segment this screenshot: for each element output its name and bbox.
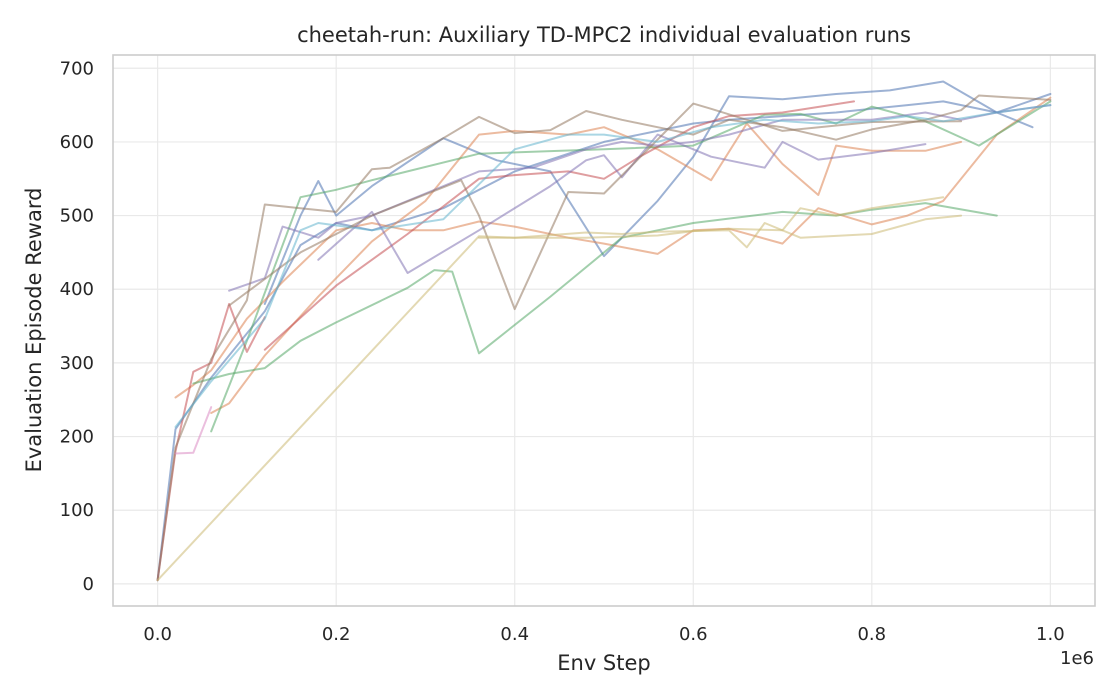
series-line-5	[192, 202, 998, 385]
x-axis-offset-label: 1e6	[1060, 648, 1094, 669]
series-line-6	[210, 100, 1052, 433]
gridlines	[113, 55, 1095, 606]
y-tick-label: 500	[60, 206, 94, 227]
series-line-12	[228, 102, 963, 311]
y-axis-ticks: 0 100 200 300 400 500 600 700	[60, 58, 94, 595]
series-line-9	[228, 104, 1052, 292]
y-tick-label: 200	[60, 427, 94, 448]
y-tick-label: 100	[60, 500, 94, 521]
series-line-16	[174, 104, 1052, 428]
chart-title: cheetah-run: Auxiliary TD-MPC2 individua…	[297, 23, 911, 47]
y-tick-label: 300	[60, 353, 94, 374]
series-line-1	[156, 93, 1052, 582]
plot-frame	[112, 54, 1096, 607]
y-tick-label: 400	[60, 279, 94, 300]
x-axis-ticks: 0.0 0.2 0.4 0.6 0.8 1.0	[143, 624, 1064, 645]
y-tick-label: 0	[83, 574, 94, 595]
series-line-4	[210, 122, 963, 414]
x-tick-label: 0.0	[143, 624, 172, 645]
series-line-2	[263, 80, 1034, 305]
series-line-10	[317, 133, 927, 274]
series-line-8	[263, 100, 855, 351]
x-tick-label: 1.0	[1036, 624, 1065, 645]
y-tick-label: 700	[60, 58, 94, 79]
series-lines	[156, 80, 1052, 582]
y-axis-label: Evaluation Episode Reward	[22, 188, 46, 473]
x-tick-label: 0.8	[857, 624, 886, 645]
x-axis-label: Env Step	[557, 651, 651, 675]
y-tick-label: 600	[60, 132, 94, 153]
series-line-15	[478, 196, 945, 239]
x-tick-label: 0.4	[500, 624, 529, 645]
series-line-11	[156, 94, 1052, 582]
series-line-13	[174, 406, 213, 455]
x-tick-label: 0.2	[322, 624, 351, 645]
x-tick-label: 0.6	[679, 624, 708, 645]
